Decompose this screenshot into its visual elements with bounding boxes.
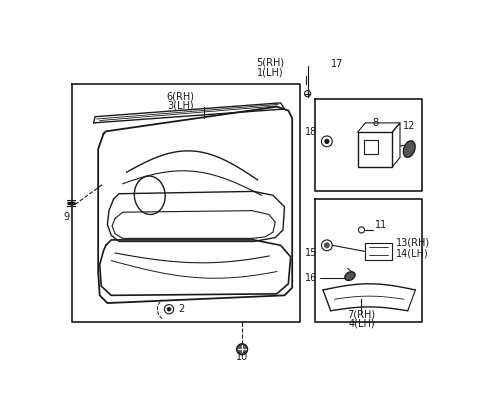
Text: 18: 18 <box>305 127 318 137</box>
Text: 8: 8 <box>372 118 378 128</box>
Text: 12: 12 <box>403 121 415 131</box>
Circle shape <box>168 308 170 311</box>
Text: 3(LH): 3(LH) <box>167 101 194 111</box>
Text: 2: 2 <box>178 304 184 314</box>
Text: 4(LH): 4(LH) <box>348 319 375 329</box>
Ellipse shape <box>403 141 415 157</box>
Circle shape <box>325 140 329 143</box>
Text: 10: 10 <box>236 352 248 362</box>
Text: 15: 15 <box>305 248 318 258</box>
Text: 9: 9 <box>63 212 70 222</box>
Circle shape <box>324 243 329 248</box>
Text: 16: 16 <box>305 273 318 284</box>
Text: 17: 17 <box>331 59 343 69</box>
Text: 7(RH): 7(RH) <box>348 310 375 319</box>
Circle shape <box>237 344 248 355</box>
Text: 11: 11 <box>375 220 388 230</box>
Text: 1(LH): 1(LH) <box>257 67 284 77</box>
Text: 5(RH): 5(RH) <box>257 58 285 68</box>
Ellipse shape <box>345 272 355 280</box>
Text: 14(LH): 14(LH) <box>396 248 429 258</box>
Text: 13(RH): 13(RH) <box>396 238 430 248</box>
Text: 6(RH): 6(RH) <box>167 92 194 102</box>
